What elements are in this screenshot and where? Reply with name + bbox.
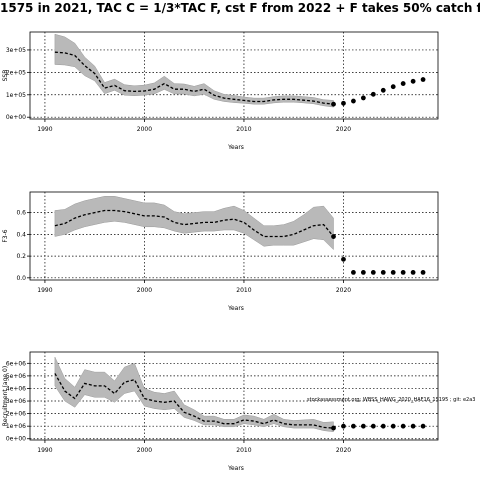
plot-frame [29, 191, 439, 281]
y-tick-label: 4e+06 [6, 385, 26, 392]
figure-title: 1575 in 2021, TAC C = 1/3*TAC F, cst F f… [0, 1, 480, 15]
x-tick-label: 1990 [37, 287, 52, 294]
y-tick-label: 0e+00 [6, 114, 26, 121]
confidence-band [54, 33, 334, 108]
forecast-point [341, 423, 346, 429]
y-tick-label: 0.0 [16, 275, 26, 282]
chart-panels: 1990 2000 2010 2020 0e+00 1e+05 2e+05 3e+05 Year… [2, 31, 439, 472]
forecast-point [380, 87, 386, 93]
forecast-point [341, 256, 346, 262]
x-axis-label: Years [227, 305, 244, 312]
x-tick-label: 2020 [336, 287, 351, 294]
annotation-text: stockassessment.org: WBSS_HAWG_2020_HAF1… [307, 397, 475, 403]
forecast-point [341, 100, 346, 106]
y-tick-label: 5e+06 [6, 373, 26, 380]
y-tick-label: 0.6 [16, 210, 26, 217]
x-tick-label: 2000 [137, 287, 152, 294]
y-tick-label: 3e+06 [6, 398, 26, 405]
x-tick-label: 1990 [37, 447, 52, 454]
y-tick-label: 2e+05 [6, 69, 26, 76]
forecast-point [410, 269, 416, 275]
forecast-point [420, 269, 426, 275]
y-axis-label: SSB [2, 70, 9, 82]
x-axis-label: Years [227, 465, 244, 472]
panel-ssb: 1990 2000 2010 2020 0e+00 1e+05 2e+05 3e+05 Year… [2, 31, 439, 151]
panel-fbar: 1990 2000 2010 2020 0.0 0.2 0.4 0.6 Years F3-6 [2, 191, 439, 312]
forecast-point [410, 423, 416, 429]
x-tick-label: 2020 [336, 126, 351, 133]
y-tick-label: 0e+00 [6, 436, 26, 443]
x-tick-label: 2010 [236, 126, 251, 133]
forecast-point [360, 423, 366, 429]
y-axis-label: F3-6 [2, 229, 9, 242]
forecast-point [410, 78, 416, 84]
forecast-point [370, 423, 376, 429]
x-axis-label: Years [227, 144, 244, 151]
plot-frame [29, 351, 439, 441]
forecast-point [370, 269, 376, 275]
forecast-point [390, 84, 396, 90]
forecast-point [331, 425, 336, 431]
y-tick-label: 0.4 [16, 231, 26, 238]
y-tick-label: 0.2 [16, 253, 26, 260]
x-tick-label: 2020 [336, 447, 351, 454]
forecast-point [360, 95, 366, 101]
panel-recruitment: 1990 2000 2010 2020 0e+00 1e+06 2e+06 3e+06 4e+0… [2, 351, 439, 472]
forecast-point [400, 269, 406, 275]
confidence-band [54, 356, 334, 433]
forecast-point [360, 269, 366, 275]
y-tick-label: 1e+06 [6, 423, 26, 430]
median-line [54, 373, 334, 429]
x-tick-label: 1990 [37, 126, 52, 133]
x-tick-label: 2010 [236, 447, 251, 454]
forecast-point [380, 423, 386, 429]
forecast-point [400, 81, 406, 86]
confidence-band [54, 196, 334, 251]
forecast-point [351, 423, 356, 429]
y-axis-label: Recruitment (age 0) [2, 366, 9, 426]
x-tick-label: 2000 [137, 126, 152, 133]
y-tick-label: 2e+06 [6, 411, 26, 418]
forecast-point [351, 98, 356, 104]
y-tick-label: 1e+05 [6, 92, 26, 99]
forecast-point [420, 77, 426, 82]
y-tick-label: 6e+06 [6, 360, 26, 367]
plot-frame [29, 31, 439, 120]
forecast-point [400, 423, 406, 429]
forecast-point [380, 269, 386, 275]
forecast-point [420, 423, 426, 429]
forecast-point [370, 91, 376, 97]
forecast-point [351, 269, 356, 275]
median-line [54, 209, 334, 238]
forecast-point [390, 269, 396, 275]
forecast-point [331, 234, 336, 239]
forecast-point [390, 423, 396, 429]
forecast-point [331, 101, 336, 107]
y-tick-label: 3e+05 [6, 47, 26, 54]
x-tick-label: 2010 [236, 287, 251, 294]
x-tick-label: 2000 [137, 447, 152, 454]
